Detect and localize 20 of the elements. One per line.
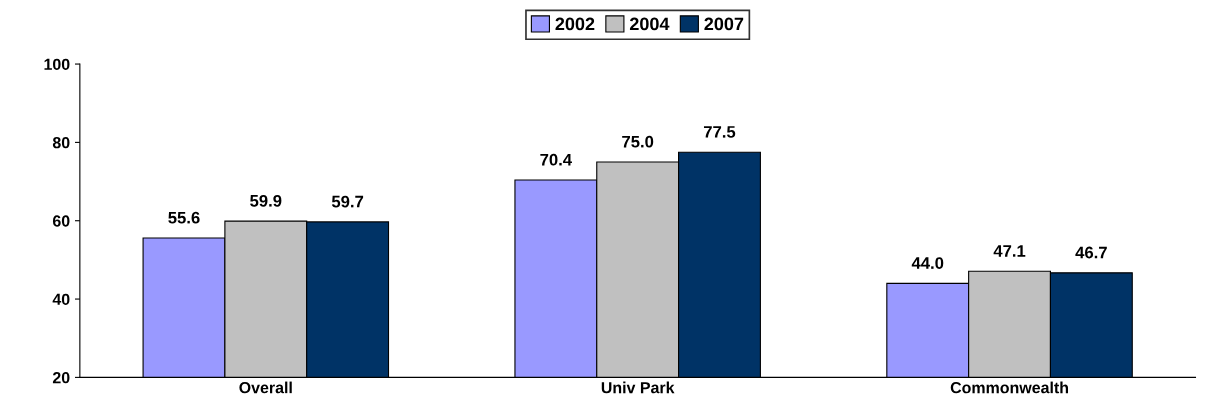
data-label: 47.1 — [993, 245, 1026, 257]
x-tick-label: Univ Park — [601, 381, 675, 394]
data-label: 59.7 — [331, 195, 364, 208]
data-label: 59.9 — [250, 194, 282, 207]
legend-label: 2002 — [555, 17, 595, 31]
x-tick-label: Commonwealth — [950, 381, 1069, 394]
data-label: 70.4 — [540, 153, 572, 166]
legend-label: 2004 — [629, 17, 670, 31]
y-tick-label: 40 — [52, 293, 70, 306]
y-tick-label: 80 — [52, 137, 70, 149]
y-tick-label: 60 — [52, 215, 70, 227]
data-label: 77.5 — [703, 126, 736, 138]
y-tick-label: 20 — [52, 372, 70, 384]
y-tick-label: 100 — [44, 58, 70, 70]
legend-label: 2007 — [704, 17, 744, 31]
data-label: 75.0 — [622, 135, 654, 148]
data-label: 55.6 — [168, 211, 200, 224]
x-tick-label: Overall — [239, 381, 292, 394]
data-label: 44.0 — [911, 257, 944, 269]
data-label: 46.7 — [1075, 246, 1107, 259]
